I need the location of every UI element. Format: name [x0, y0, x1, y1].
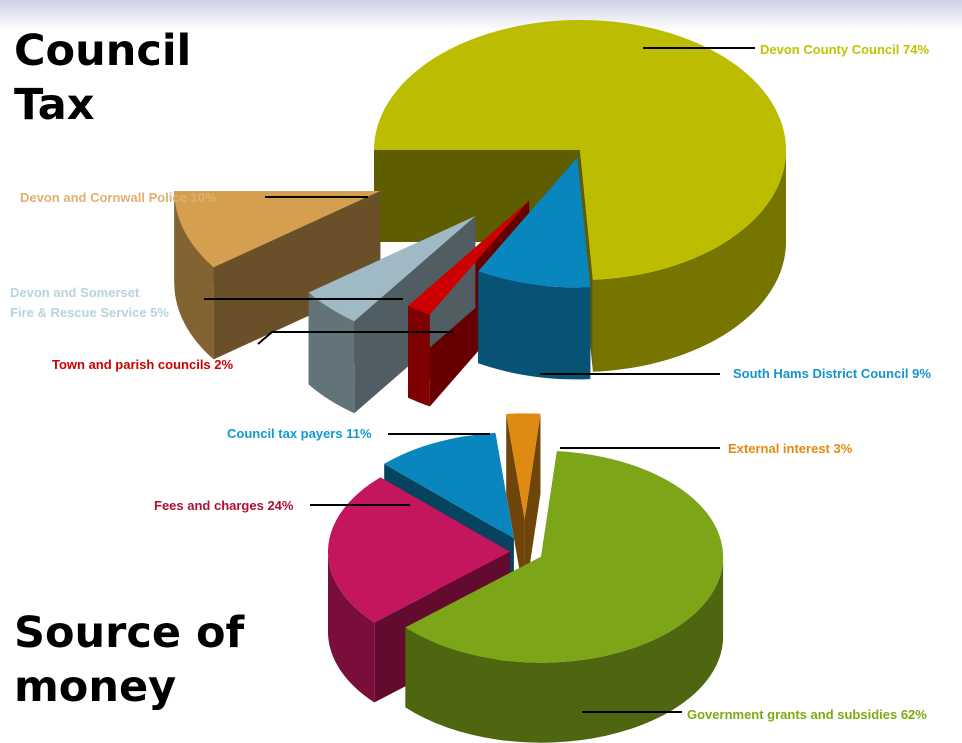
external-interest-3-side-end — [524, 413, 541, 600]
town-and-parish-councils-2-slice — [408, 200, 530, 315]
south-hams-district-council-9-label: South Hams District Council 9% — [733, 366, 931, 381]
devon-and-cornwall-police-10-slice — [174, 190, 381, 268]
fees-and-charges-24-outer-wall — [328, 551, 375, 703]
fees-and-charges-24-slice — [328, 477, 511, 623]
town-and-parish-councils-2-outer-wall — [408, 305, 430, 407]
external-interest-3-label: External interest 3% — [728, 441, 853, 456]
devon-county-council-74-slice — [373, 19, 786, 280]
government-grants-and-subsidies-62-label: Government grants and subsidies 62% — [687, 707, 927, 722]
government-grants-and-subsidies-62-slice — [405, 451, 724, 663]
source-of-money-heading: Source of money — [14, 608, 245, 712]
external-interest-3-side-start — [506, 413, 525, 600]
devon-and-cornwall-police-10-outer-wall — [174, 190, 214, 360]
south-hams-district-council-9-outer-wall — [478, 271, 591, 380]
fees-and-charges-24-label: Fees and charges 24% — [154, 498, 294, 513]
devon-and-somerset-fire-rescue-service-5-label: Devon and Somerset — [10, 285, 140, 300]
header-band — [0, 0, 962, 30]
external-interest-3-slice — [506, 413, 541, 520]
council-tax-payers-11-label: Council tax payers 11% — [227, 426, 372, 441]
devon-county-council-74-outer-wall — [592, 150, 786, 372]
devon-and-cornwall-police-10-side-start — [213, 190, 381, 360]
council-tax-pie-chart: Devon County Council 74% South Hams Distr… — [10, 19, 931, 414]
devon-and-somerset-fire-rescue-service-5-label: Fire & Rescue Service 5% — [10, 305, 169, 320]
town-and-parish-councils-2-label: Town and parish councils 2% — [52, 357, 234, 372]
source-of-money-pie-chart: Government grants and subsidies 62% Fees … — [154, 413, 927, 743]
south-hams-district-council-9-slice — [478, 157, 591, 288]
town-and-parish-councils-2-leader-line — [257, 331, 453, 345]
devon-and-cornwall-police-10-label: Devon and Cornwall Police 10% — [20, 190, 217, 205]
devon-and-somerset-fire-rescue-service-5-outer-wall — [308, 292, 355, 414]
government-grants-and-subsidies-62-outer-wall — [405, 556, 724, 743]
council-tax-heading: Council Tax — [14, 26, 192, 130]
devon-county-council-74-label: Devon County Council 74% — [760, 42, 929, 57]
council-tax-payers-11-slice — [384, 432, 514, 539]
devon-and-somerset-fire-rescue-service-5-slice — [308, 216, 476, 322]
